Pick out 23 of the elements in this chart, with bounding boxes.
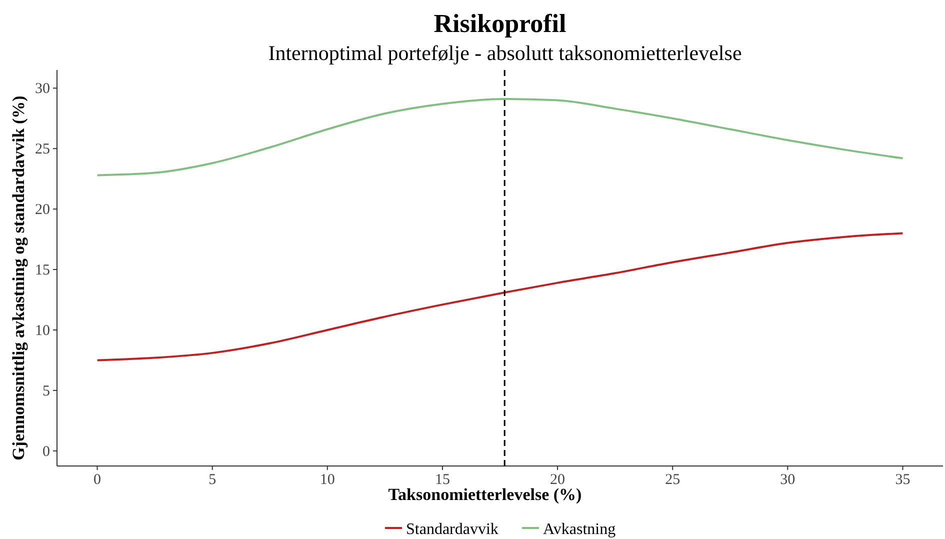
chart-subtitle: Internoptimal portefølje - absolutt taksonomietterlevelse	[268, 41, 742, 65]
y-tick-label: 5	[42, 383, 50, 400]
chart-title: Risikoprofil	[434, 9, 566, 38]
x-axis-title: Taksonomietterlevelse (%)	[388, 485, 582, 504]
y-tick-label: 20	[35, 202, 50, 218]
x-tick-label: 15	[434, 472, 450, 488]
x-tick-label: 10	[320, 472, 335, 488]
y-axis-title: Gjennomsnittlig avkastning og standardavvik (%)	[9, 96, 28, 460]
x-tick-label: 25	[665, 472, 680, 488]
y-tick-label: 15	[35, 262, 50, 279]
legend-label: Avkastning	[543, 521, 616, 538]
legend-label: Standardavvik	[406, 521, 498, 538]
x-tick-label: 5	[208, 472, 216, 488]
x-tick-label: 0	[94, 472, 102, 488]
x-tick-label: 35	[895, 472, 910, 488]
y-tick-label: 0	[42, 444, 50, 460]
line-series	[96, 232, 904, 362]
x-tick-label: 20	[550, 472, 566, 488]
y-tick-label: 30	[35, 81, 50, 98]
y-tick-label: 10	[35, 322, 50, 339]
line-series	[96, 98, 904, 176]
x-tick-label: 30	[780, 472, 796, 488]
y-tick-label: 25	[35, 142, 50, 158]
